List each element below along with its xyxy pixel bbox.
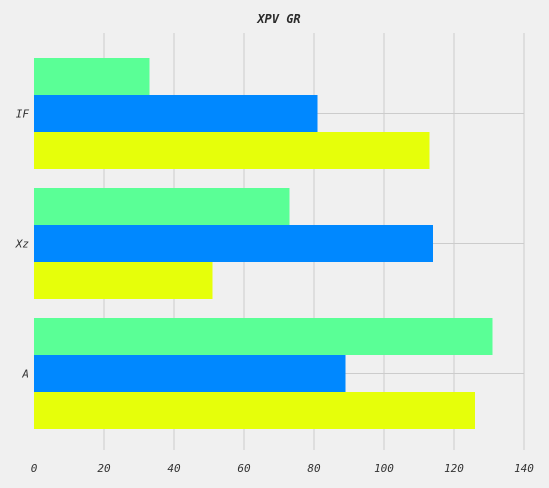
bars	[34, 58, 493, 429]
bar-xz-series-2	[34, 225, 433, 262]
x-tick-label-5: 100	[374, 462, 394, 475]
x-tick-label-2: 40	[167, 462, 181, 475]
bar-if-series-3	[34, 132, 430, 169]
x-tick-label-6: 120	[444, 462, 464, 475]
x-tick-label-7: 140	[514, 462, 534, 475]
bar-a-series-1	[34, 318, 493, 355]
bar-if-series-1	[34, 58, 150, 95]
chart-title: XPV GR	[256, 12, 300, 26]
x-tick-label-3: 60	[237, 462, 251, 475]
x-tick-labels: 0 20 40 60 80 100 120 140	[31, 462, 535, 475]
x-tick-label-1: 20	[97, 462, 111, 475]
y-tick-label-2: A	[21, 368, 29, 381]
y-tick-label-1: Xz	[15, 238, 30, 251]
y-tick-labels: IF Xz A	[15, 108, 30, 381]
bar-xz-series-3	[34, 262, 213, 299]
x-tick-label-0: 0	[31, 462, 38, 475]
bar-if-series-2	[34, 95, 318, 132]
y-tick-label-0: IF	[16, 108, 30, 121]
x-tick-label-4: 80	[307, 462, 321, 475]
bar-xz-series-1	[34, 188, 290, 225]
bar-a-series-3	[34, 392, 475, 429]
bar-a-series-2	[34, 355, 346, 392]
